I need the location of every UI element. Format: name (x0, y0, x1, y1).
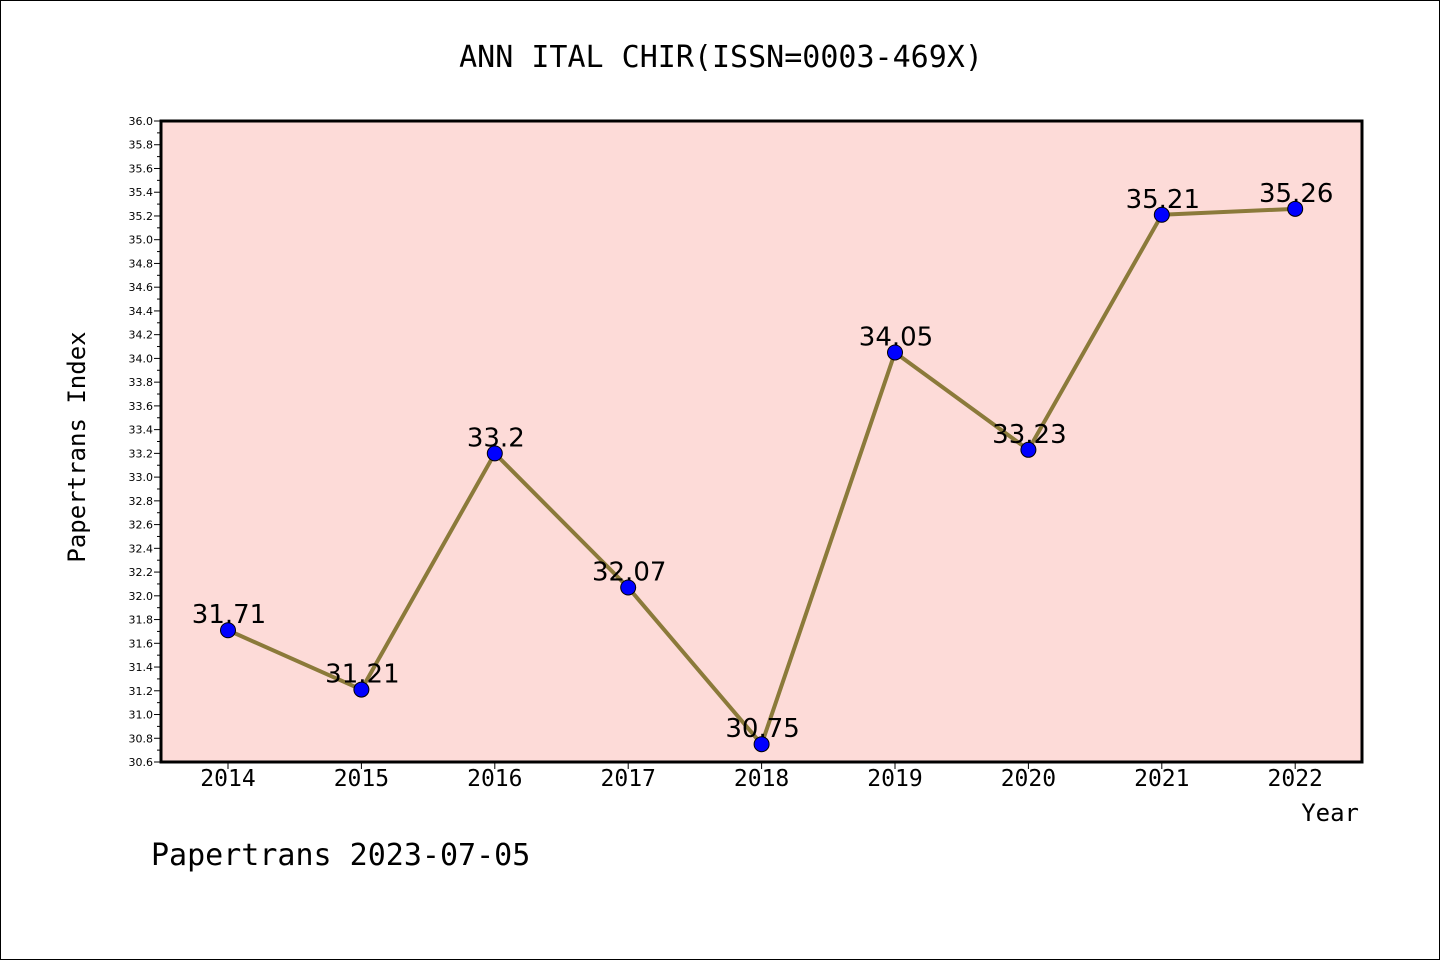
y-tick-label: 35.4 (129, 186, 154, 199)
y-tick-label: 34.4 (129, 305, 154, 318)
x-axis-label: Year (1301, 799, 1359, 827)
x-tick-label: 2015 (334, 766, 389, 792)
y-tick-label: 32.2 (129, 566, 154, 579)
data-label: 31.71 (192, 600, 266, 630)
y-tick-label: 35.0 (129, 234, 154, 247)
y-tick-label: 33.2 (129, 447, 154, 460)
y-tick-label: 33.6 (129, 400, 154, 413)
footer-text: Papertrans 2023-07-05 (151, 838, 530, 873)
y-tick-label: 32.6 (129, 519, 154, 532)
series-markers (220, 200, 1304, 753)
y-tick-label: 34.2 (129, 329, 154, 342)
y-tick-label: 33.0 (129, 471, 154, 484)
y-axis-label: Papertrans Index (63, 331, 91, 562)
y-tick-label: 31.0 (129, 709, 154, 722)
y-tick-label: 34.0 (129, 352, 154, 365)
x-tick-label: 2019 (867, 766, 922, 792)
y-tick-label: 36.0 (129, 115, 154, 128)
x-axis: 2014 2015 2016 2017 2018 2019 2020 2021 2022 (200, 762, 1323, 792)
y-tick-label: 31.6 (129, 637, 154, 650)
x-tick-label: 2017 (601, 766, 656, 792)
y-tick-label: 31.4 (129, 661, 154, 674)
data-labels: 31.71 31.21 33.2 32.07 30.75 34.05 33.23 35.21 3… (192, 179, 1334, 744)
chart-title: ANN ITAL CHIR(ISSN=0003-469X) (459, 40, 983, 75)
data-label: 30.75 (725, 714, 799, 744)
data-label: 33.23 (992, 420, 1066, 450)
x-tick-label: 2022 (1268, 766, 1323, 792)
data-point (353, 681, 370, 698)
y-tick-label: 31.8 (129, 614, 154, 627)
y-axis: 30.6 30.8 31.0 31.2 31.4 31.6 31.8 32.0 32.2 32.4… (129, 115, 161, 769)
x-tick-label: 2016 (467, 766, 522, 792)
y-tick-label: 33.4 (129, 424, 154, 437)
y-tick-label: 32.4 (129, 542, 154, 555)
data-point (1287, 200, 1304, 217)
data-label: 35.21 (1126, 185, 1200, 215)
data-label: 32.07 (592, 558, 666, 588)
data-point (620, 579, 637, 596)
data-point (1020, 441, 1037, 458)
data-point (220, 622, 236, 639)
y-tick-label: 33.8 (129, 376, 154, 389)
y-tick-label: 30.8 (129, 732, 154, 745)
y-tick-label: 35.2 (129, 210, 154, 223)
data-point (887, 344, 903, 361)
y-tick-label: 34.6 (129, 281, 154, 294)
x-tick-label: 2021 (1134, 766, 1189, 792)
y-tick-label: 31.2 (129, 685, 154, 698)
data-label: 34.05 (859, 322, 933, 352)
y-tick-label: 32.8 (129, 495, 154, 508)
y-tick-label: 35.6 (129, 162, 154, 175)
y-tick-label: 35.8 (129, 139, 154, 152)
x-tick-label: 2020 (1001, 766, 1056, 792)
y-tick-label: 32.0 (129, 590, 154, 603)
data-point (753, 736, 770, 753)
plot-area (159, 119, 1364, 764)
x-tick-label: 2014 (200, 766, 255, 792)
x-tick-label: 2018 (734, 766, 789, 792)
y-tick-label: 30.6 (129, 756, 154, 769)
data-point (486, 445, 503, 462)
data-label: 35.26 (1259, 179, 1333, 209)
data-point (1153, 206, 1170, 223)
y-tick-label: 34.8 (129, 257, 154, 270)
data-label: 31.21 (325, 660, 399, 690)
data-label: 33.2 (467, 423, 525, 453)
